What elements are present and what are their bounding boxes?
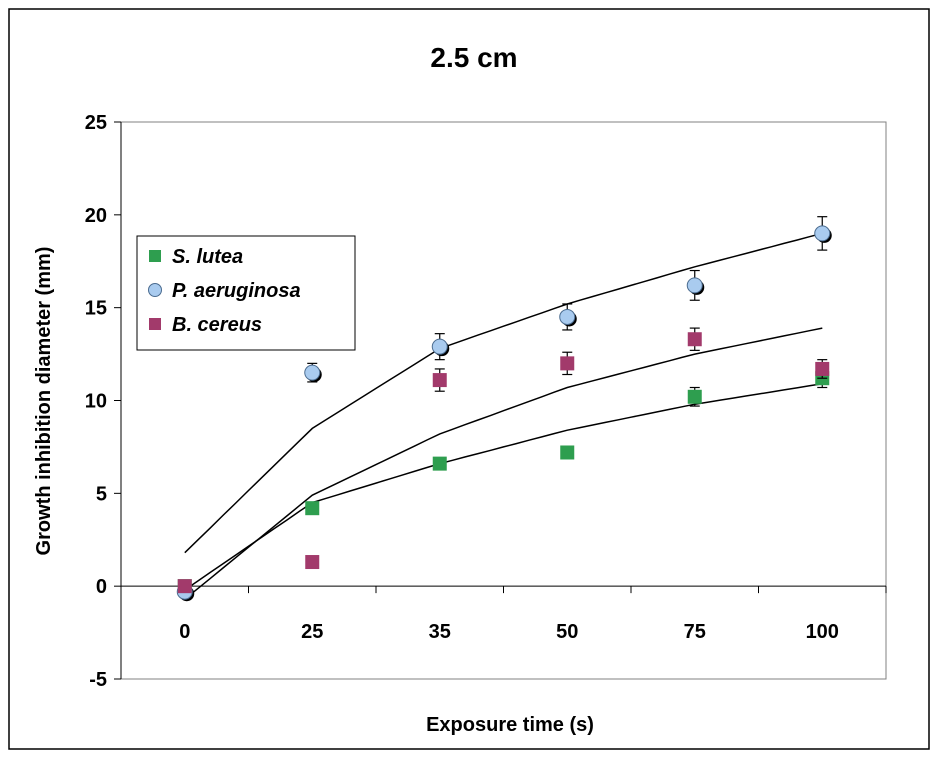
legend-marker	[148, 283, 162, 297]
trendline	[184, 232, 823, 554]
x-tick-label: 0	[179, 621, 190, 643]
axes: -5 0 5 10 15 20 25 0 25 35 50 75 100	[85, 112, 887, 691]
y-tick-label: -5	[89, 669, 107, 691]
chart-title: 2.5 cm	[430, 42, 517, 73]
data-point	[305, 501, 320, 516]
data-point	[177, 579, 192, 594]
y-tick-label: 25	[85, 112, 107, 134]
legend-marker	[149, 318, 161, 330]
data-point	[687, 332, 702, 347]
y-tick-label: 15	[85, 298, 107, 320]
data-point	[687, 389, 702, 404]
data-point	[560, 356, 575, 371]
trendline	[184, 383, 823, 591]
x-tick-label: 35	[429, 621, 451, 643]
x-tick-label: 25	[301, 621, 323, 643]
data-point	[432, 456, 447, 471]
data-point	[431, 338, 448, 355]
trendlines	[184, 232, 823, 600]
x-axis-label: Exposure time (s)	[426, 714, 594, 736]
data-point	[815, 361, 830, 376]
trendline	[184, 327, 823, 600]
legend-marker	[149, 250, 161, 262]
y-tick-label: 10	[85, 391, 107, 413]
y-tick-label: 0	[96, 576, 107, 598]
legend-label: S. lutea	[172, 246, 243, 268]
data-point	[432, 373, 447, 388]
y-tick-label: 20	[85, 205, 107, 227]
x-tick-label: 100	[806, 621, 839, 643]
data-point	[814, 225, 831, 242]
plot-area	[120, 121, 887, 680]
x-tick-label: 75	[684, 621, 706, 643]
legend-label: P. aeruginosa	[172, 280, 301, 302]
legend-label: B. cereus	[172, 314, 262, 336]
y-tick-label: 5	[96, 483, 107, 505]
data-point	[686, 277, 703, 294]
data-point	[560, 445, 575, 460]
y-axis-label: Growth inhibition diameter (mm)	[33, 247, 55, 556]
legend-box	[136, 235, 356, 351]
data-point	[304, 364, 321, 381]
legend: S. lutea P. aeruginosa B. cereus	[136, 235, 356, 351]
x-tick-label: 50	[556, 621, 578, 643]
data-point	[305, 555, 320, 570]
data-point	[559, 308, 576, 325]
data-points	[176, 216, 832, 602]
